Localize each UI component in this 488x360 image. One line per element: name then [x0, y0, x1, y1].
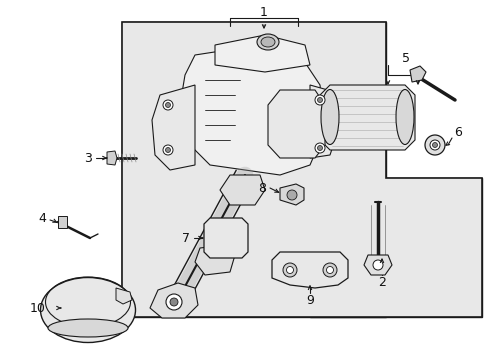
Text: 1: 1: [260, 5, 267, 18]
Text: 4: 4: [38, 211, 46, 225]
Circle shape: [283, 263, 296, 277]
Polygon shape: [215, 35, 309, 72]
Circle shape: [163, 100, 173, 110]
Text: 2: 2: [377, 275, 385, 288]
Polygon shape: [363, 255, 391, 275]
Bar: [122, 22, 385, 317]
Text: 5: 5: [401, 51, 409, 64]
Circle shape: [165, 103, 170, 108]
Circle shape: [314, 95, 325, 105]
Circle shape: [170, 298, 178, 306]
Text: 3: 3: [84, 152, 92, 165]
Circle shape: [286, 266, 293, 274]
Circle shape: [165, 148, 170, 153]
Text: 10: 10: [30, 302, 46, 315]
Text: 8: 8: [258, 181, 265, 194]
Polygon shape: [409, 66, 425, 82]
Text: 6: 6: [453, 126, 461, 139]
Ellipse shape: [257, 34, 279, 50]
Circle shape: [429, 140, 439, 150]
Ellipse shape: [48, 319, 128, 337]
Polygon shape: [271, 252, 347, 288]
Circle shape: [317, 145, 322, 150]
Polygon shape: [309, 85, 339, 158]
Polygon shape: [152, 85, 195, 170]
Polygon shape: [150, 283, 198, 318]
Circle shape: [424, 135, 444, 155]
Circle shape: [286, 190, 296, 200]
Polygon shape: [280, 184, 304, 205]
Polygon shape: [319, 85, 414, 150]
Circle shape: [314, 143, 325, 153]
Polygon shape: [203, 218, 247, 258]
Polygon shape: [220, 175, 264, 205]
Text: 7: 7: [182, 231, 190, 244]
Circle shape: [317, 98, 322, 103]
Ellipse shape: [395, 90, 413, 144]
Circle shape: [372, 260, 382, 270]
Circle shape: [323, 263, 336, 277]
Polygon shape: [116, 288, 132, 304]
Ellipse shape: [320, 90, 338, 144]
Polygon shape: [122, 22, 481, 317]
Circle shape: [326, 266, 333, 274]
Polygon shape: [58, 216, 67, 228]
Circle shape: [431, 143, 437, 148]
Circle shape: [165, 294, 182, 310]
Polygon shape: [107, 151, 117, 165]
Ellipse shape: [261, 37, 274, 47]
Circle shape: [163, 145, 173, 155]
Polygon shape: [195, 245, 235, 275]
Polygon shape: [180, 45, 325, 175]
Text: 9: 9: [305, 293, 313, 306]
Polygon shape: [267, 90, 325, 158]
Bar: [309, 178, 481, 317]
Ellipse shape: [41, 278, 135, 342]
